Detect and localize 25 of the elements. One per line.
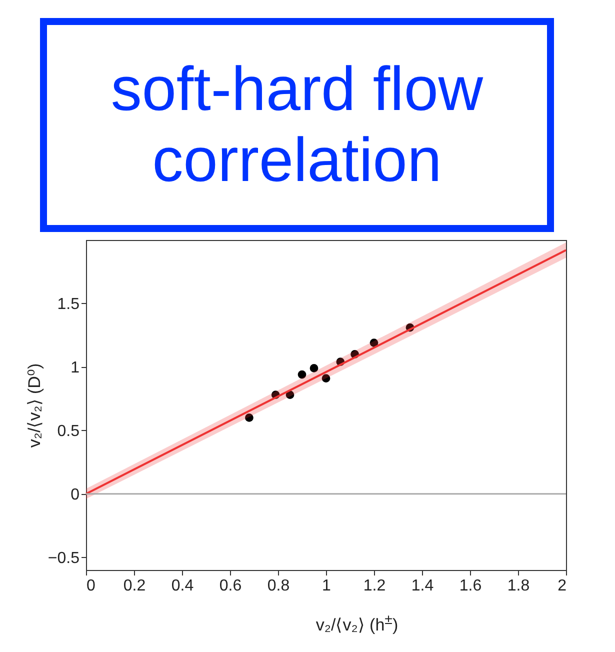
y-tick-label: 0	[70, 486, 80, 504]
point	[370, 338, 378, 347]
y-tick-label: −0.5	[48, 550, 80, 567]
y-axis-title: v₂/⟨v₂⟩ (D⁰)	[24, 363, 44, 448]
point	[310, 364, 318, 372]
x-tick-label: 0.4	[171, 578, 194, 594]
x-tick-label: 1.6	[459, 578, 482, 594]
y-tick-label: 1	[70, 359, 80, 376]
x-tick-label: 1	[322, 578, 332, 594]
x-tick-label: 1.2	[363, 578, 386, 594]
x-tick-label: 0	[86, 578, 96, 594]
y-tick-label: 0.5	[57, 422, 80, 440]
x-tick-label: 1.8	[507, 578, 530, 594]
x-tick-label: 0.6	[219, 578, 242, 594]
point	[245, 414, 254, 422]
x-tick-label: 1.4	[411, 578, 434, 594]
chart-title: soft-hard flow correlation	[40, 18, 554, 232]
y-tick-label: 1.5	[57, 296, 80, 313]
point	[322, 374, 330, 383]
point	[298, 370, 306, 379]
x-axis-title: v₂/⟨v₂⟩ (h$^{±}$)	[314, 612, 400, 636]
x-tick-label: 0.8	[267, 578, 290, 594]
x-tick-label: 2	[558, 578, 567, 594]
point	[286, 390, 294, 400]
x-tick-label: 0.2	[123, 578, 146, 594]
